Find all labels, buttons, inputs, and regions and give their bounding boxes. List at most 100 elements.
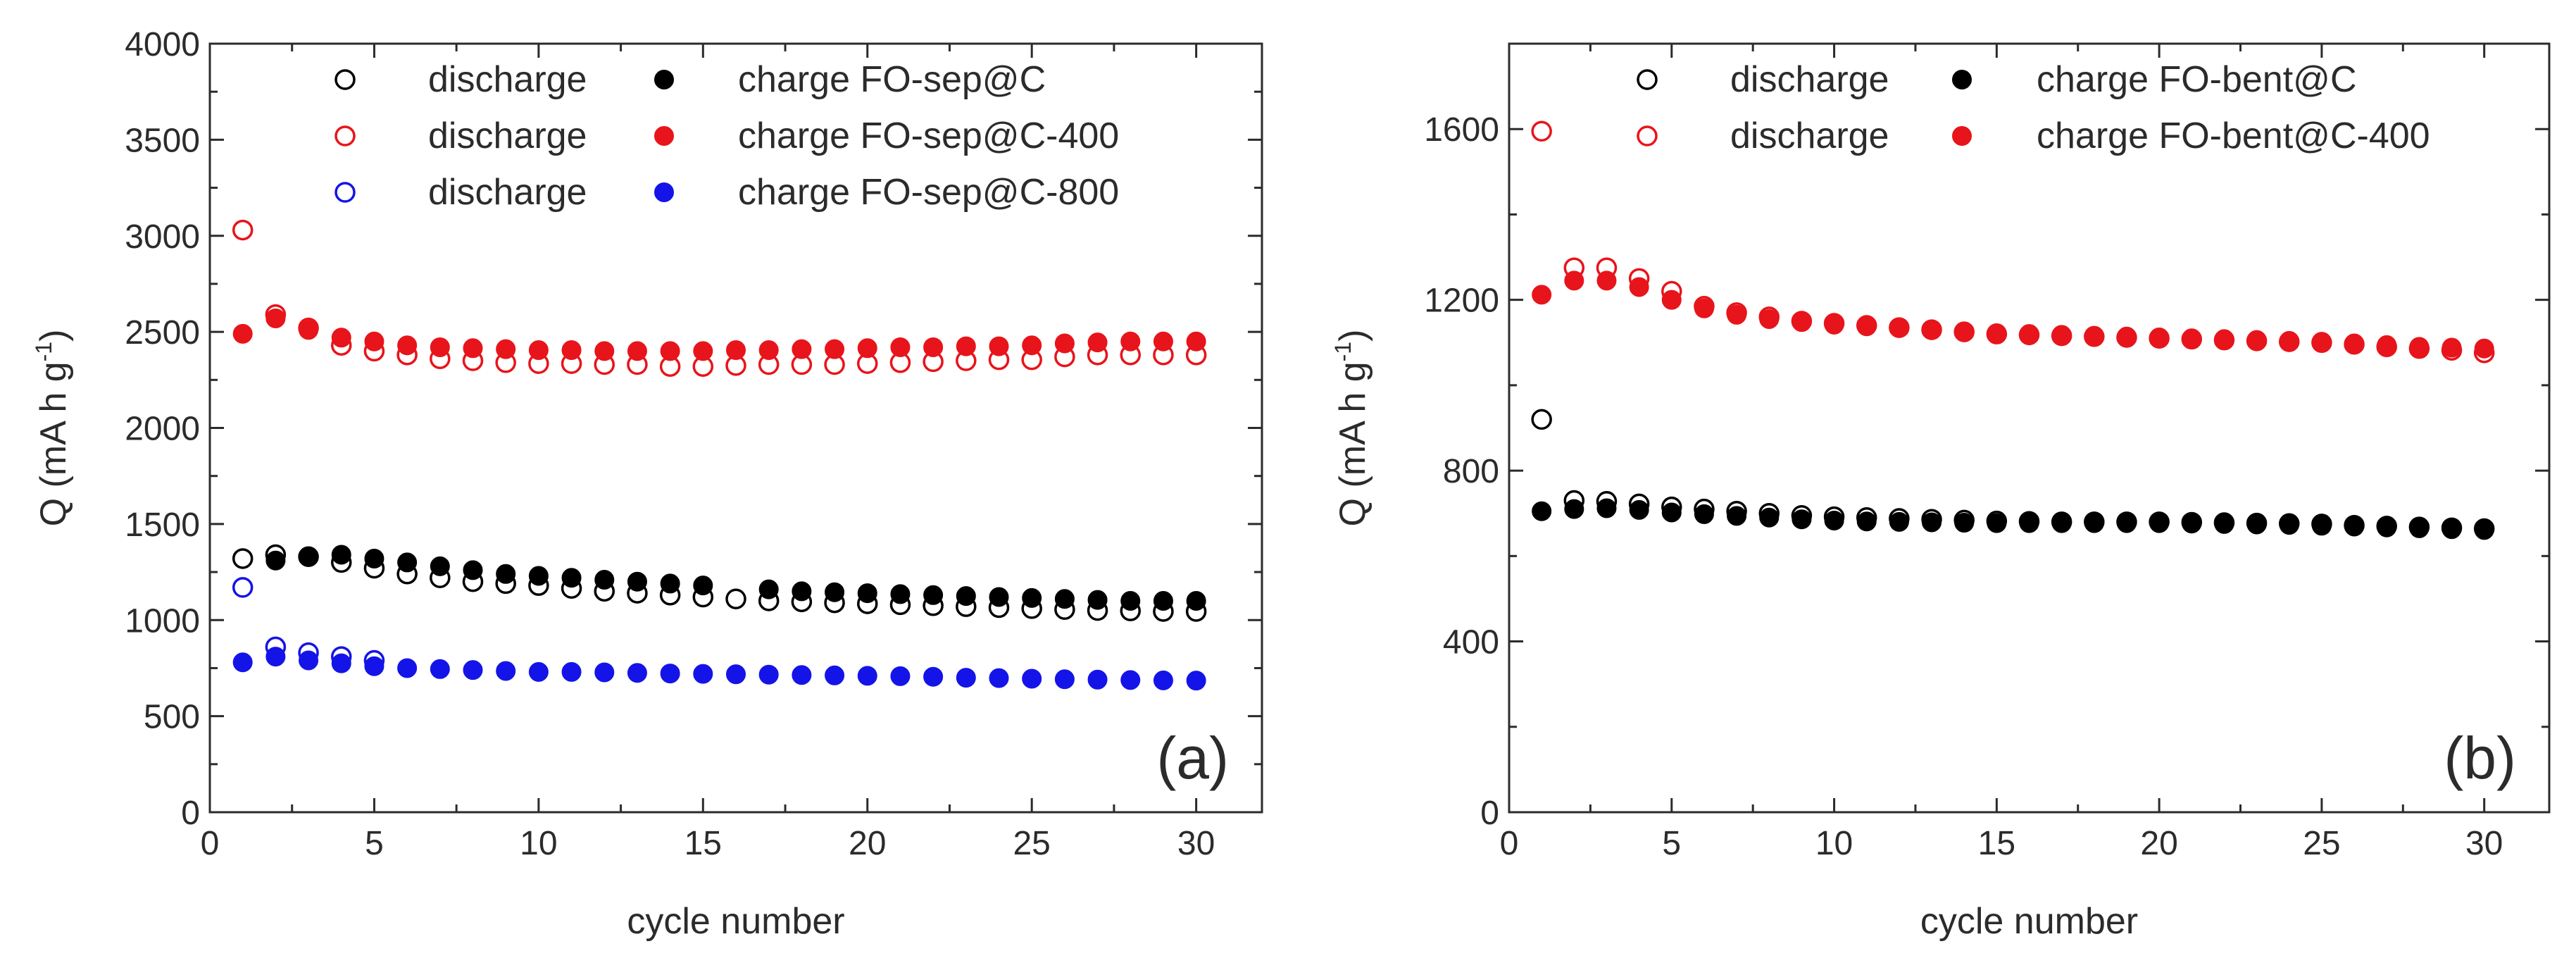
filled-point [2441, 519, 2462, 540]
filled-point [1054, 669, 1075, 690]
filled-point [2051, 513, 2072, 533]
panel-a: 0 5 10 15 20 25 30 0 500 1000 1500 2000 2500 3000 3500… [31, 26, 1263, 942]
filled-point [1022, 587, 1042, 608]
filled-point [758, 340, 779, 361]
filled-point [2246, 514, 2267, 535]
filled-point [1727, 304, 1747, 325]
filled-point [430, 337, 450, 357]
legend-label: discharge [428, 59, 587, 100]
filled-point [693, 576, 713, 596]
series-charge-fo-sep-c [265, 545, 1206, 611]
x-axis-label: cycle number [627, 901, 844, 942]
filled-point [1022, 335, 1042, 356]
filled-point [923, 337, 944, 357]
filled-point [989, 668, 1009, 688]
panel-b: 0 5 10 15 20 25 30 0 400 800 1200 1600 cycle number Q… [1330, 42, 2551, 942]
filled-point [2116, 326, 2137, 347]
filled-point [2409, 518, 2430, 538]
filled-point [890, 584, 911, 604]
filled-point [265, 309, 286, 329]
filled-point [463, 660, 483, 680]
filled-point [1792, 509, 1812, 530]
filled-point [758, 579, 779, 599]
filled-point [299, 320, 319, 340]
y-tick-label: 1500 [125, 506, 200, 544]
filled-point [2214, 514, 2234, 534]
filled-point [1987, 513, 2007, 533]
filled-point [2149, 328, 2170, 348]
filled-point [561, 661, 582, 682]
filled-point [397, 658, 418, 678]
y-axis-label: Q (mA h g-1) [1330, 330, 1373, 527]
x-tick-label: 30 [2465, 825, 2503, 862]
filled-point [1694, 504, 1714, 524]
filled-point [1087, 669, 1108, 690]
filled-point [627, 571, 647, 592]
filled-point [1153, 670, 1173, 690]
filled-point [594, 662, 615, 683]
legend-label: charge FO-sep@C-800 [738, 172, 1119, 213]
y-axis-label: Q (mA h g-1) [31, 330, 74, 527]
open-point [232, 548, 254, 569]
filled-point [331, 545, 351, 565]
x-axis-label: cycle number [1920, 901, 2138, 942]
filled-point [923, 666, 944, 687]
legend-filled-marker [654, 182, 674, 202]
filled-point [1532, 285, 1552, 305]
legend-open-marker [334, 69, 356, 90]
filled-point [2474, 338, 2494, 359]
filled-point [1922, 320, 1942, 340]
filled-point [463, 338, 483, 359]
x-tick-label: 25 [2303, 825, 2340, 862]
filled-point [561, 568, 582, 588]
filled-point [561, 340, 582, 361]
filled-point [2441, 337, 2462, 358]
filled-point [397, 335, 418, 356]
filled-point [2116, 513, 2137, 533]
filled-point [627, 663, 647, 683]
filled-point [2019, 324, 2039, 344]
filled-point [989, 587, 1009, 607]
filled-point [627, 341, 647, 361]
filled-point [265, 550, 286, 571]
filled-point [890, 666, 911, 686]
x-tick-label: 0 [201, 825, 220, 862]
filled-point [1889, 511, 1909, 532]
filled-point [1153, 590, 1173, 611]
filled-point [1759, 507, 1780, 528]
filled-point [496, 661, 516, 681]
open-point [1531, 409, 1552, 430]
y-tick-label: 2500 [125, 314, 200, 352]
filled-point [956, 336, 976, 356]
legend-open-marker [1637, 125, 1658, 147]
filled-point [857, 666, 877, 686]
filled-point [1087, 332, 1108, 353]
filled-point [956, 668, 976, 688]
x-tick-label: 10 [520, 825, 557, 862]
filled-point [496, 564, 516, 584]
filled-point [693, 664, 713, 684]
filled-point [1153, 331, 1173, 352]
filled-point [1186, 671, 1206, 691]
filled-point [1629, 499, 1649, 520]
filled-point [232, 652, 253, 673]
y-axis-label-superscript: -1 [1330, 342, 1356, 361]
filled-point [857, 583, 877, 604]
filled-point [956, 586, 976, 607]
filled-point [265, 647, 286, 667]
legend-label: discharge [1730, 116, 1889, 156]
filled-point [1987, 323, 2007, 343]
filled-point [2214, 329, 2234, 349]
filled-point [1824, 511, 1844, 531]
x-tick-label: 10 [1815, 825, 1853, 862]
legend-label: discharge [428, 172, 587, 213]
filled-point [2344, 333, 2365, 354]
filled-point [2182, 328, 2202, 349]
x-tick-label: 15 [684, 825, 722, 862]
plot-frame [1508, 42, 2551, 814]
filled-point [1054, 333, 1075, 354]
filled-point [726, 340, 746, 361]
y-tick-label: 800 [1443, 453, 1499, 490]
filled-point [430, 659, 450, 679]
